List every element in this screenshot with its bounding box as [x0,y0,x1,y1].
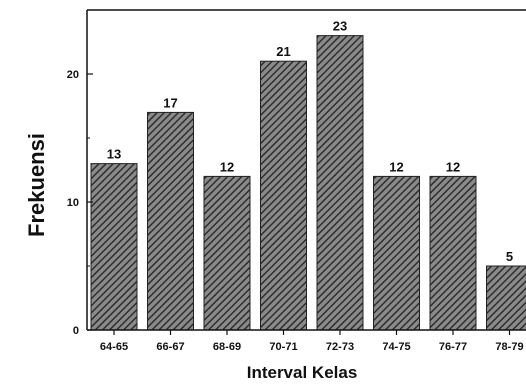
data-label-78-79: 5 [506,249,513,264]
x-tick-label: 66-67 [156,341,184,353]
data-label-76-77: 12 [446,159,460,174]
data-label-68-69: 12 [220,159,234,174]
bar-64-65 [90,163,138,331]
y-ticks: 0 10 20 [67,69,93,337]
data-label-66-67: 17 [163,95,177,110]
x-ticks: 64-65 66-67 68-69 70-71 72-73 74-75 76-77 78-79 [100,330,524,353]
x-tick-label: 74-75 [382,341,410,353]
x-tick-label: 70-71 [269,341,297,353]
bar-70-71 [260,60,307,331]
bar-76-77 [429,175,477,331]
y-tick-label: 20 [67,69,79,81]
data-label-70-71: 21 [276,44,290,59]
x-axis-title: Interval Kelas [247,363,358,382]
x-tick-label: 64-65 [100,341,128,353]
y-tick-label: 0 [73,325,79,337]
x-tick-label: 72-73 [326,341,354,353]
x-tick-label: 76-77 [439,341,467,353]
bar-66-67 [147,111,194,331]
bar-78-79 [486,265,526,331]
data-labels: 13 17 12 21 23 12 12 5 [107,19,513,264]
bars [90,35,526,331]
bar-74-75 [373,175,420,331]
data-label-72-73: 23 [333,19,347,34]
data-label-64-65: 13 [107,147,121,162]
y-axis-title: Frekuensi [24,133,49,237]
x-tick-label: 78-79 [495,341,523,353]
bar-72-73 [316,35,364,331]
y-tick-label: 10 [67,197,79,209]
x-tick-label: 68-69 [213,341,241,353]
data-label-74-75: 12 [389,159,403,174]
bar-68-69 [203,175,251,331]
